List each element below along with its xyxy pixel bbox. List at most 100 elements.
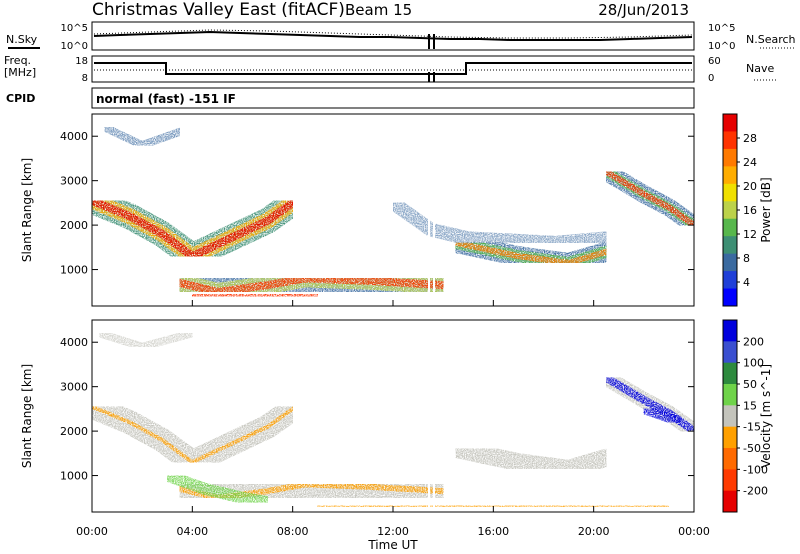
velocity-echo-band [92, 404, 295, 465]
velocity-gap-2 [433, 320, 435, 512]
power-colorbar: 28 24 20 16 12 8 4 [722, 113, 757, 307]
noise-tick-top-right: 10^5 [708, 23, 735, 34]
colorbar-segment [723, 271, 737, 290]
nave-label: Nave [746, 62, 774, 75]
power-gap [428, 114, 430, 306]
colorbar-segment [723, 288, 737, 307]
colorbar-segment [723, 362, 737, 385]
y-tick-label: 3000 [60, 381, 88, 394]
y-tick-label: 2000 [60, 219, 88, 232]
colorbar-tick-label: 28 [743, 132, 757, 145]
colorbar-segment [723, 201, 737, 220]
x-tick-label: 12:00 [377, 525, 409, 538]
colorbar-tick-label: -15 [743, 421, 761, 434]
colorbar-segment [723, 183, 737, 202]
power-panel: 1000 2000 3000 4000 Slant Range [km] 28 24 20… [20, 113, 773, 307]
time-x-axis: 00:00 04:00 08:00 12:00 16:00 20:00 00:00 [76, 300, 710, 538]
velocity-y-axis: 1000 2000 3000 4000 [60, 336, 694, 483]
power-echo-band [92, 196, 297, 261]
time-xlabel: Time UT [367, 538, 418, 552]
y-tick-label: 3000 [60, 175, 88, 188]
colorbar-segment [723, 218, 737, 237]
noise-tick-bottom-right: 10^0 [708, 41, 735, 52]
nave-tick-bottom: 0 [708, 73, 714, 84]
colorbar-tick-label: 50 [743, 378, 757, 391]
colorbar-tick-label: 12 [743, 228, 757, 241]
nsky-trace [93, 30, 693, 41]
colorbar-tick-label: 8 [743, 252, 750, 265]
x-tick-label: 04:00 [176, 525, 208, 538]
velocity-colorbar: 200 100 50 15 -15 -50 -100 -200 [722, 319, 768, 513]
date-label: 28/Jun/2013 [598, 1, 689, 19]
velocity-gap [428, 320, 430, 512]
noise-gap-marker [428, 34, 430, 49]
power-echo-band [603, 168, 694, 229]
colorbar-segment [723, 320, 737, 342]
colorbar-tick-label: 4 [743, 276, 750, 289]
colorbar-segment [723, 114, 737, 132]
y-tick-label: 4000 [60, 130, 88, 143]
power-echo-patch [100, 123, 184, 150]
cpid-text: normal (fast) -151 IF [96, 92, 236, 106]
freq-tick-bottom: 8 [82, 73, 88, 84]
velocity-echo-strong [638, 403, 687, 428]
colorbar-tick-label: 16 [743, 204, 757, 217]
noise-gap-marker-2 [433, 34, 435, 49]
colorbar-tick-label: -200 [743, 485, 768, 498]
nave-tick-top: 60 [708, 56, 721, 67]
noise-panel [91, 21, 695, 51]
nsearch-trace [93, 29, 693, 39]
nsky-label: N.Sky [6, 33, 38, 46]
freq-gap-marker-2 [433, 72, 435, 82]
colorbar-segment [723, 384, 737, 406]
freq-tick-top: 18 [75, 56, 88, 67]
power-colorbar-label: Power [dB] [759, 177, 773, 242]
velocity-ylabel: Slant Range [km] [20, 364, 34, 468]
y-tick-label: 1000 [60, 264, 88, 277]
beam-label: Beam 15 [345, 1, 412, 19]
frequency-panel [91, 55, 695, 83]
colorbar-segment [723, 469, 737, 492]
freq-label: Freq. [4, 54, 31, 67]
velocity-echo-patch [95, 329, 197, 351]
freq-unit-label: [MHz] [4, 66, 36, 79]
colorbar-tick-label: -100 [743, 463, 768, 476]
power-echo-layer [92, 123, 694, 306]
power-echo-near [188, 290, 322, 301]
y-tick-label: 1000 [60, 470, 88, 483]
x-tick-label: 20:00 [578, 525, 610, 538]
colorbar-segment [723, 166, 737, 185]
power-gap-2 [433, 114, 435, 306]
colorbar-tick-label: 24 [743, 156, 757, 169]
colorbar-segment [723, 148, 737, 167]
colorbar-segment [723, 253, 737, 272]
power-echo-band-faint [386, 195, 614, 250]
velocity-colorbar-label: Velocity [m s^-1] [759, 364, 773, 468]
colorbar-segment [723, 490, 737, 513]
nsearch-label: N.Search [746, 33, 796, 46]
y-tick-label: 2000 [60, 425, 88, 438]
frequency-trace [94, 62, 692, 75]
noise-tick-top-left: 10^5 [61, 23, 88, 34]
power-ylabel: Slant Range [km] [20, 158, 34, 262]
colorbar-tick-label: 200 [743, 335, 764, 348]
colorbar-tick-label: 15 [743, 399, 757, 412]
station-title: Christmas Valley East (fitACF) [92, 0, 345, 20]
x-tick-label: 08:00 [277, 525, 309, 538]
colorbar-frame [722, 319, 738, 513]
colorbar-segment [723, 405, 737, 428]
colorbar-segment [723, 448, 737, 470]
colorbar-tick-label: -50 [743, 442, 761, 455]
x-tick-label: 00:00 [678, 525, 710, 538]
power-echo-band [452, 239, 610, 266]
velocity-panel: 1000 2000 3000 4000 00:00 04:00 08:00 12:00 16:… [20, 300, 773, 552]
power-y-axis: 1000 2000 3000 4000 [60, 130, 694, 277]
velocity-echo-positive [161, 469, 274, 509]
velocity-echo-band [446, 439, 616, 478]
velocity-echo-negative [312, 500, 674, 512]
colorbar-segment [723, 341, 737, 364]
colorbar-segment [723, 236, 737, 255]
freq-gap-marker [428, 72, 430, 82]
colorbar-tick-label: 20 [743, 180, 757, 193]
